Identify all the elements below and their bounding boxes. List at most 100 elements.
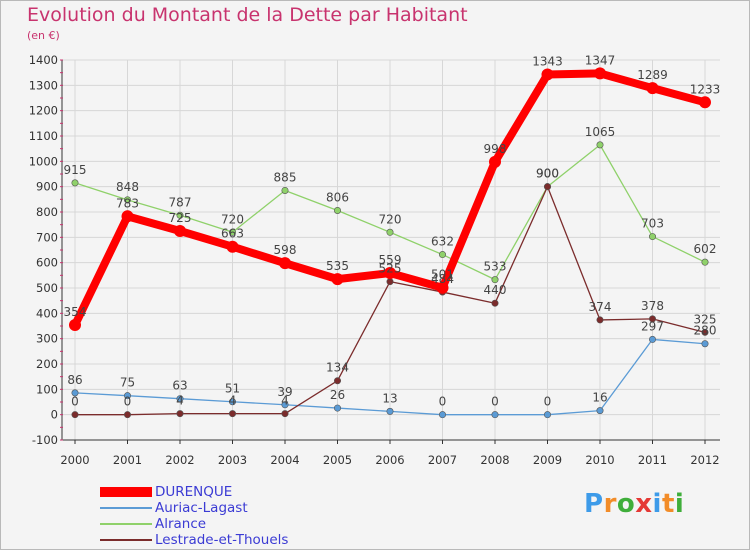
data-label-lestrade-et-thouels: 374	[589, 300, 612, 314]
data-point-durenque	[646, 82, 659, 95]
data-label-durenque: 1289	[637, 68, 668, 82]
data-point-alrance	[333, 206, 341, 214]
data-label-lestrade-et-thouels: 4	[229, 394, 237, 408]
x-tick-label: 2010	[585, 453, 614, 467]
axes: -100010020030040050060070080090010001100…	[29, 53, 720, 467]
data-label-alrance: 632	[431, 235, 454, 249]
y-tick-label: 400	[36, 306, 58, 320]
y-tick-label: 1400	[29, 53, 58, 67]
data-point-lestrade-et-thouels	[71, 411, 79, 419]
data-label-auriac-lagast: 0	[491, 395, 499, 409]
legend-swatch	[100, 487, 152, 497]
data-point-durenque	[384, 267, 396, 280]
x-tick-label: 2000	[60, 453, 89, 467]
data-point-auriac-lagast	[701, 340, 709, 348]
y-tick-label: 100	[36, 382, 58, 396]
data-point-durenque	[279, 257, 291, 270]
y-tick-label: 700	[36, 230, 58, 244]
data-label-lestrade-et-thouels: 4	[281, 394, 289, 408]
x-tick-label: 2003	[218, 453, 247, 467]
data-point-lestrade-et-thouels	[229, 410, 237, 418]
data-label-alrance: 720	[379, 212, 402, 226]
data-point-durenque	[699, 96, 711, 109]
data-point-auriac-lagast	[491, 411, 499, 419]
data-point-alrance	[281, 186, 289, 194]
x-tick-label: 2005	[323, 453, 352, 467]
chart-title: Evolution du Montant de la Dette par Hab…	[27, 4, 468, 26]
data-point-auriac-lagast	[596, 407, 604, 415]
x-tick-label: 2008	[480, 453, 509, 467]
data-label-durenque: 663	[221, 227, 244, 241]
logo-letter: r	[603, 489, 617, 519]
data-point-auriac-lagast	[333, 404, 341, 412]
data-point-alrance	[176, 211, 184, 219]
data-label-durenque: 354	[64, 305, 87, 319]
data-label-auriac-lagast: 280	[694, 324, 717, 338]
data-point-auriac-lagast	[176, 395, 184, 403]
data-point-alrance	[491, 276, 499, 284]
data-label-auriac-lagast: 75	[120, 376, 135, 390]
data-point-durenque	[121, 210, 134, 223]
data-point-lestrade-et-thouels	[176, 410, 184, 418]
legend-item-lestrade-et-thouels: Lestrade-et-Thouels	[100, 532, 288, 548]
x-tick-label: 2006	[375, 453, 404, 467]
data-label-auriac-lagast: 0	[544, 395, 552, 409]
data-point-durenque	[69, 318, 81, 331]
data-label-durenque: 501	[431, 268, 454, 282]
grid	[62, 59, 720, 441]
data-label-alrance: 806	[326, 190, 349, 204]
y-tick-label: 0	[51, 408, 58, 422]
y-tick-label: 800	[36, 205, 58, 219]
legend-label: Alrance	[155, 516, 207, 532]
data-point-lestrade-et-thouels	[596, 316, 604, 324]
data-label-lestrade-et-thouels: 484	[431, 272, 454, 286]
data-label-durenque: 998	[484, 142, 507, 156]
data-point-durenque	[489, 155, 501, 168]
data-label-alrance: 885	[274, 170, 297, 184]
x-tick-label: 2012	[690, 453, 719, 467]
data-label-lestrade-et-thouels: 134	[326, 361, 349, 375]
y-tick-label: 200	[36, 357, 58, 371]
x-tick-label: 2011	[638, 453, 667, 467]
legend-label: Auriac-Lagast	[155, 500, 248, 516]
logo-letter: o	[616, 489, 636, 519]
legend: DURENQUE Auriac-Lagast Alrance Lestrade-…	[100, 484, 288, 548]
data-point-alrance	[596, 141, 604, 149]
data-point-auriac-lagast	[281, 401, 289, 409]
data-label-durenque: 1343	[532, 54, 563, 68]
logo-letter: P	[584, 489, 604, 519]
data-point-durenque	[436, 281, 449, 294]
logo-letter: i	[674, 489, 685, 519]
data-label-alrance: 915	[64, 163, 87, 177]
data-labels: 86 75 63 51 39 26 13 0 0 0 16 297 280 915 848 787 720 885…	[64, 53, 721, 408]
data-point-alrance	[124, 196, 132, 204]
data-label-lestrade-et-thouels: 325	[694, 312, 717, 326]
data-point-alrance	[71, 179, 79, 187]
legend-item-auriac-lagast: Auriac-Lagast	[100, 500, 288, 516]
data-point-alrance	[386, 228, 394, 236]
logo-letter: i	[652, 489, 662, 519]
data-label-lestrade-et-thouels: 900	[536, 167, 559, 181]
data-label-lestrade-et-thouels: 440	[484, 283, 507, 297]
legend-item-durenque: DURENQUE	[100, 484, 288, 500]
data-label-durenque: 1347	[585, 53, 616, 67]
data-label-auriac-lagast: 51	[225, 382, 240, 396]
data-point-lestrade-et-thouels	[124, 411, 132, 419]
data-label-lestrade-et-thouels: 4	[176, 394, 184, 408]
data-label-durenque: 598	[274, 243, 297, 257]
legend-swatch	[100, 507, 152, 509]
y-tick-label: 600	[36, 256, 58, 270]
data-point-lestrade-et-thouels	[281, 410, 289, 418]
data-label-alrance: 703	[641, 217, 664, 231]
logo-letter: t	[661, 489, 675, 519]
data-point-alrance	[438, 251, 446, 259]
y-tick-label: 900	[36, 180, 58, 194]
data-label-durenque: 535	[326, 259, 349, 273]
y-tick-label: 1200	[29, 104, 58, 118]
legend-label: Lestrade-et-Thouels	[155, 532, 289, 548]
legend-label: DURENQUE	[155, 484, 233, 500]
data-label-auriac-lagast: 39	[277, 385, 292, 399]
logo-letter: x	[635, 489, 653, 519]
data-point-auriac-lagast	[229, 398, 237, 406]
